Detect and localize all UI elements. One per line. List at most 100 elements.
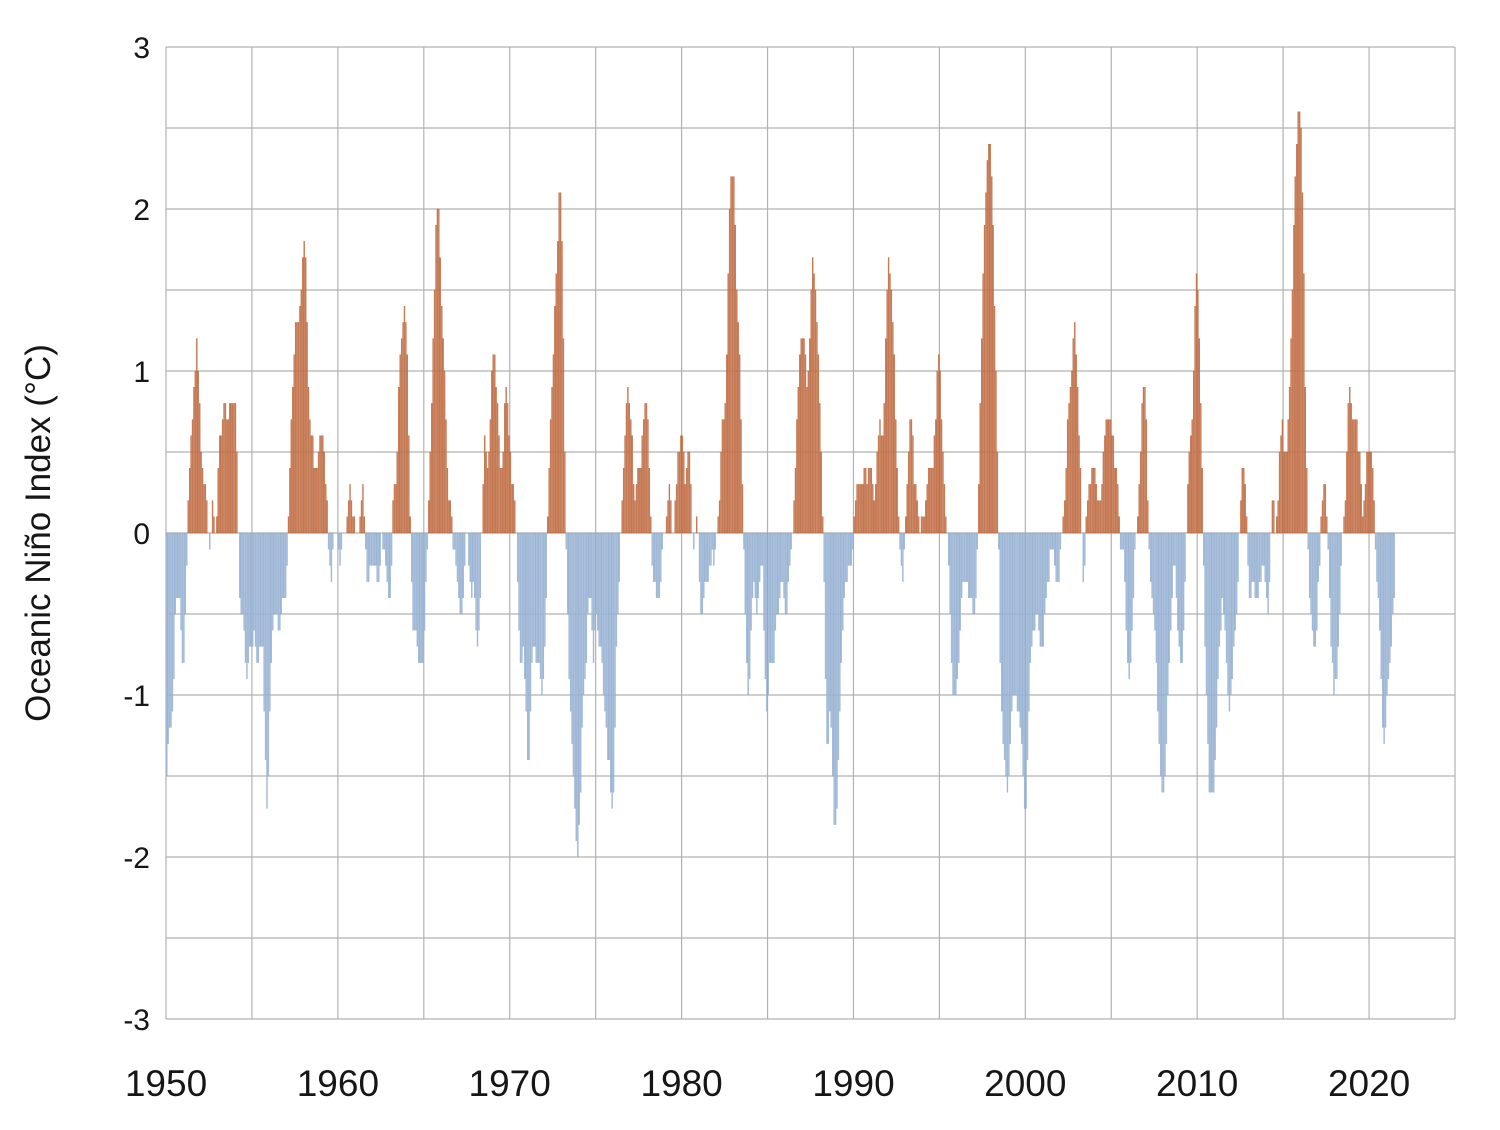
la-nina-bar [598, 532, 600, 647]
el-nino-bar [216, 516, 218, 534]
la-nina-bar [277, 532, 280, 631]
la-nina-bar [415, 532, 417, 631]
la-nina-bar [521, 532, 523, 663]
el-nino-bar [221, 419, 224, 534]
el-nino-bar [482, 484, 484, 534]
el-nino-bar [991, 176, 993, 534]
y-tick-label: 3 [133, 32, 150, 65]
la-nina-bar [608, 532, 610, 760]
la-nina-bar [276, 532, 278, 615]
la-nina-bar [1379, 532, 1381, 631]
la-nina-bar [578, 532, 580, 825]
la-nina-bar [383, 532, 386, 550]
el-nino-bar [442, 338, 444, 534]
el-nino-bar [1107, 419, 1109, 534]
la-nina-bar [703, 532, 705, 598]
la-nina-bar [1019, 532, 1021, 728]
el-nino-bar [981, 338, 983, 534]
el-nino-bar [683, 451, 685, 534]
la-nina-bar [1231, 532, 1233, 679]
la-nina-bar [577, 532, 579, 858]
el-nino-bar [398, 387, 400, 534]
el-nino-bar [1144, 387, 1146, 534]
el-nino-bar [733, 176, 735, 534]
la-nina-bar [379, 532, 381, 566]
el-nino-bar [1105, 419, 1107, 534]
la-nina-bar [847, 532, 850, 566]
el-nino-bar [854, 500, 857, 534]
la-nina-bar [770, 532, 772, 663]
la-nina-bar [1032, 532, 1034, 631]
la-nina-bar [1046, 532, 1049, 582]
la-nina-bar [1155, 532, 1158, 663]
la-nina-bar [1316, 532, 1318, 631]
la-nina-bar [544, 532, 546, 647]
la-nina-bar [764, 532, 767, 679]
la-nina-bar [474, 532, 476, 598]
la-nina-bar [827, 532, 830, 744]
la-nina-bar [1263, 532, 1265, 566]
el-nino-bar [294, 322, 297, 534]
el-nino-bar [502, 451, 504, 534]
el-nino-bar [299, 306, 301, 534]
la-nina-bar [254, 532, 257, 647]
la-nina-bar [178, 532, 181, 598]
el-nino-bar [554, 306, 556, 534]
el-nino-bar [290, 419, 292, 534]
el-nino-bar [1069, 387, 1072, 534]
la-nina-bar [174, 532, 176, 615]
la-nina-bar [253, 532, 255, 631]
la-nina-bar [366, 532, 368, 582]
el-nino-bar [873, 500, 875, 534]
el-nino-bar [508, 435, 510, 534]
la-nina-bar [1161, 532, 1163, 793]
el-nino-bar [451, 516, 453, 534]
el-nino-bar [624, 435, 626, 534]
el-nino-bar [684, 484, 686, 534]
el-nino-bar [305, 257, 307, 534]
el-nino-bar [860, 484, 863, 534]
x-tick-label: 1950 [125, 1063, 207, 1104]
la-nina-bar [960, 532, 963, 598]
la-nina-bar [833, 532, 835, 825]
el-nino-bar [943, 484, 946, 534]
el-nino-bar [906, 484, 908, 534]
el-nino-bar [1288, 387, 1291, 534]
la-nina-bar [416, 532, 419, 647]
la-nina-bar [1228, 532, 1231, 712]
la-nina-bar [1223, 532, 1225, 615]
el-nino-bar [923, 516, 926, 534]
el-nino-bar [905, 516, 907, 534]
el-nino-bar [1071, 370, 1073, 534]
el-nino-bar [224, 403, 227, 534]
y-tick-label: -3 [123, 1004, 150, 1037]
la-nina-bar [368, 532, 370, 582]
el-nino-bar [634, 500, 636, 534]
el-nino-bar [909, 419, 911, 534]
el-nino-bar [1118, 516, 1120, 534]
la-nina-bar [382, 532, 384, 550]
el-nino-bar [740, 419, 742, 534]
el-nino-bar [982, 273, 984, 534]
la-nina-bar [1016, 532, 1019, 712]
el-nino-bar [665, 516, 668, 534]
el-nino-bar [489, 419, 492, 534]
la-nina-bar [1160, 532, 1162, 777]
la-nina-bar [1211, 532, 1213, 793]
el-nino-bar [645, 403, 648, 534]
la-nina-bar [385, 532, 387, 566]
la-nina-bar [239, 532, 241, 598]
la-nina-bar [787, 532, 789, 582]
el-nino-bar [872, 484, 874, 534]
la-nina-bar [1390, 532, 1392, 647]
la-nina-bar [167, 532, 169, 744]
la-nina-bar [790, 532, 792, 550]
la-nina-bar [272, 532, 274, 631]
el-nino-bar [801, 338, 804, 534]
la-nina-bar [1170, 532, 1172, 631]
el-nino-bar [896, 468, 898, 534]
el-nino-bar [1065, 468, 1067, 534]
el-nino-bar [879, 419, 881, 534]
la-nina-bar [661, 532, 663, 550]
